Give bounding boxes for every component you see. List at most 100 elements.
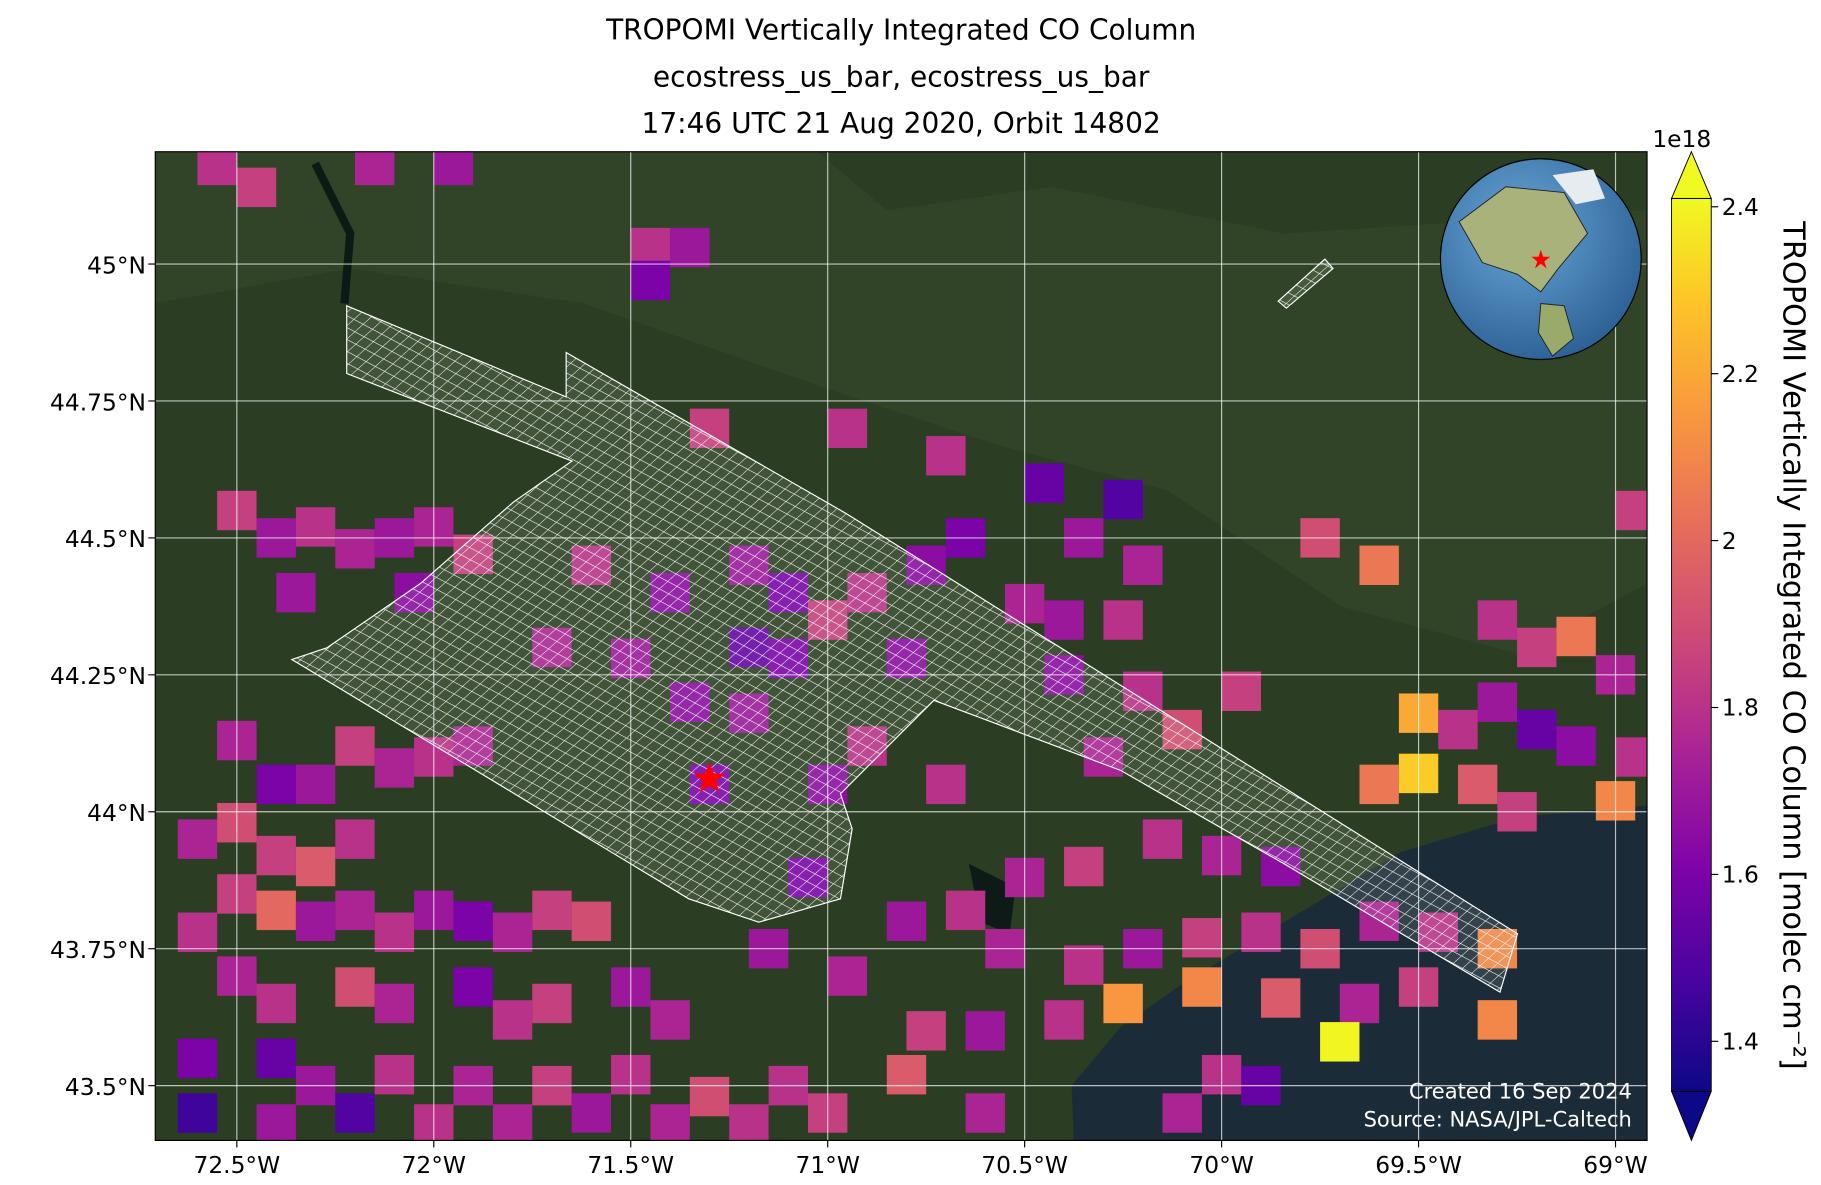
co-cell: [335, 890, 375, 931]
co-cell: [256, 764, 296, 805]
ecostress-swath: [1277, 258, 1334, 309]
x-tick-label: 71.5°W: [587, 1151, 674, 1179]
co-cell: [177, 1038, 218, 1078]
co-cell: [650, 1104, 690, 1141]
continent: [1538, 302, 1575, 357]
map-frame: [154, 151, 1648, 1141]
co-cell: [906, 1011, 946, 1051]
co-cell: [886, 901, 927, 942]
co-cell: [571, 901, 612, 942]
co-cell: [1044, 1000, 1084, 1040]
subtitle: 17:46 UTC 21 Aug 2020, Orbit 14802: [642, 107, 1161, 140]
co-cell: [295, 507, 336, 547]
colorbar-tick-label: 1.6: [1722, 861, 1759, 889]
co-cell: [1162, 1093, 1202, 1133]
credit: Source: NASA/JPL-Caltech: [1364, 1106, 1632, 1131]
co-cell: [571, 1093, 612, 1133]
lake: [311, 161, 355, 304]
co-cell: [256, 1038, 296, 1078]
y-tick-label: 44°N: [87, 799, 146, 827]
colorbar-tick-label: 2.2: [1722, 360, 1759, 388]
colorbar-offset: 1e18: [1652, 125, 1711, 153]
co-cell: [1064, 945, 1104, 985]
co-cell: [256, 1104, 296, 1141]
colorbar-label: TROPOMI Vertically Integrated CO Column …: [1776, 220, 1811, 1069]
co-cell: [1359, 764, 1399, 805]
co-cell: [256, 983, 296, 1024]
co-cell: [1241, 912, 1281, 952]
co-cell: [1182, 967, 1222, 1007]
co-cell: [236, 167, 277, 208]
co-cell: [276, 572, 316, 613]
co-cell: [965, 1093, 1005, 1133]
title-block: TROPOMI Vertically Integrated CO Column …: [605, 14, 1196, 140]
ice: [1552, 169, 1606, 205]
co-cell: [453, 901, 493, 942]
co-cell: [1221, 671, 1262, 711]
co-cell: [1615, 737, 1648, 777]
colorbar: 1e18 TROPOMI Vertically Integrated CO Co…: [1652, 125, 1811, 1142]
co-cell: [1477, 600, 1518, 640]
colorbar-tick-label: 1.8: [1722, 694, 1759, 722]
y-tick-label: 43.5°N: [65, 1073, 146, 1101]
co-cell: [926, 764, 966, 805]
co-cell: [295, 901, 336, 942]
co-cell: [1261, 978, 1301, 1018]
co-cell: [453, 967, 493, 1007]
co-cell: [1320, 1022, 1360, 1062]
co-cell: [945, 890, 986, 931]
y-tick-label: 44.75°N: [50, 388, 146, 416]
co-cell: [650, 1000, 690, 1040]
co-cell: [354, 151, 395, 186]
y-tick-label: 43.75°N: [50, 936, 146, 964]
co-cell: [1044, 600, 1084, 640]
colorbar-tick-label: 2: [1722, 527, 1737, 555]
y-tick-label: 44.25°N: [50, 662, 146, 690]
co-cell: [1064, 846, 1104, 887]
co-cell: [827, 956, 868, 996]
co-cell: [492, 1000, 533, 1040]
co-cell: [630, 260, 671, 301]
co-cell: [1182, 918, 1222, 958]
credit: Created 16 Sep 2024: [1409, 1078, 1632, 1103]
ecostress-swath: [290, 304, 1519, 994]
co-cell: [374, 912, 415, 952]
co-cell: [335, 726, 375, 766]
terrain: [155, 151, 1648, 654]
x-tick-label: 71°W: [795, 1151, 859, 1179]
co-cell: [374, 1054, 415, 1095]
co-cell: [492, 1104, 533, 1141]
subtitle: ecostress_us_bar, ecostress_us_bar: [653, 60, 1150, 93]
co-cell: [1103, 983, 1143, 1024]
co-cell: [1103, 479, 1143, 520]
co-cell: [1477, 682, 1518, 722]
co-cell: [1517, 627, 1557, 668]
co-cell: [532, 983, 572, 1024]
continent: [1458, 186, 1589, 293]
co-cell: [1339, 983, 1380, 1024]
co-cell: [532, 890, 572, 931]
colorbar-frame: [1671, 197, 1712, 1092]
co-cell: [335, 529, 375, 569]
co-cell: [335, 1093, 375, 1133]
co-cell: [1457, 764, 1498, 805]
colorbar-extend-min: [1670, 1090, 1712, 1142]
x-tick-label: 69°W: [1583, 1151, 1647, 1179]
co-cell: [827, 408, 868, 449]
co-cell: [1142, 819, 1183, 859]
co-cell: [1556, 726, 1596, 766]
co-cell: [335, 967, 375, 1007]
co-cell: [256, 835, 296, 876]
co-cell: [1024, 463, 1065, 503]
co-cell: [729, 1104, 769, 1141]
colorbar-extend-max: [1670, 150, 1712, 199]
colorbar-gradient: [1671, 198, 1712, 1092]
co-cell: [630, 227, 671, 268]
co-cell: [335, 819, 375, 859]
co-cell: [295, 764, 336, 805]
co-cell: [1517, 709, 1557, 750]
gridlines: [155, 151, 1648, 1141]
y-tick-label: 44.5°N: [65, 525, 146, 553]
colorbar-tick-label: 1.4: [1722, 1027, 1759, 1055]
